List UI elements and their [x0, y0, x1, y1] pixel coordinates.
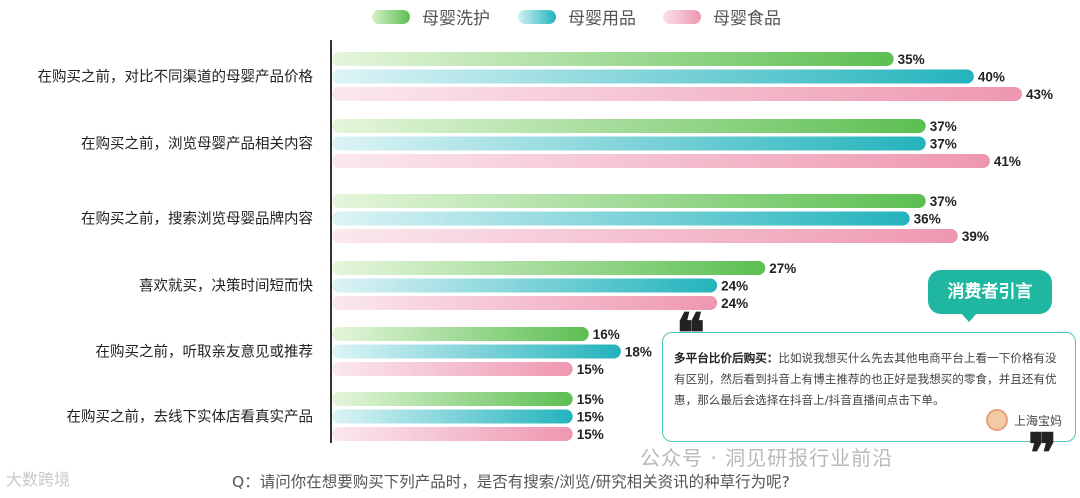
category-label: 在购买之前，去线下实体店看真实产品 [67, 408, 314, 426]
legend-label-series-1: 母婴用品 [568, 9, 636, 29]
bar [332, 409, 573, 424]
legend-swatch-series-2 [663, 9, 701, 24]
data-label: 39% [962, 229, 989, 244]
data-label: 15% [577, 362, 604, 377]
legend-swatch-series-0 [372, 9, 410, 24]
legend-item-series-0: 母婴洗护 [372, 4, 490, 29]
avatar-icon [986, 409, 1008, 431]
data-label: 37% [930, 194, 957, 209]
legend-label-series-0: 母婴洗护 [422, 9, 490, 29]
data-label: 24% [721, 279, 748, 294]
survey-question: Q：请问你在想要购买下列产品时，是否有搜索/浏览/研究相关资讯的种草行为呢? [232, 473, 790, 491]
watermark-left: 大数跨境 [6, 470, 71, 489]
data-label: 37% [930, 137, 957, 152]
quote-text: 多平台比价后购买：比如说我想买什么先去其他电商平台上看一下价格有没有区别，然后看… [674, 348, 1068, 411]
bar [332, 136, 926, 151]
bar [332, 362, 573, 376]
bar [332, 52, 894, 66]
bar [332, 344, 621, 359]
bar [332, 392, 573, 406]
bar [332, 327, 589, 341]
data-label: 36% [914, 212, 941, 227]
quote-body: 比如说我想买什么先去其他电商平台上看一下价格有没有区别，然后看到抖音上有博主推荐… [674, 351, 1057, 407]
watermark-right: 公众号 · 洞见研报行业前沿 [640, 446, 894, 470]
data-label: 35% [898, 52, 925, 67]
close-quote-icon: ❞ [1028, 421, 1058, 485]
category-label: 在购买之前，对比不同渠道的母婴产品价格 [38, 69, 314, 86]
legend-item-series-1: 母婴用品 [518, 4, 636, 29]
category-label: 在购买之前，搜索浏览母婴品牌内容 [81, 211, 313, 228]
category-label: 在购买之前，浏览母婴产品相关内容 [81, 136, 313, 153]
quote-author: 上海宝妈 [1014, 414, 1063, 428]
bar [332, 278, 718, 293]
bar [332, 211, 910, 226]
quote-tag: 消费者引言 [928, 270, 1052, 314]
category-label: 在购买之前，听取亲友意见或推荐 [96, 343, 314, 361]
data-label: 24% [721, 296, 748, 311]
legend-label-series-2: 母婴食品 [713, 9, 781, 29]
data-label: 43% [1026, 87, 1053, 102]
legend-item-series-2: 母婴食品 [663, 4, 781, 29]
bar [332, 296, 718, 310]
bar [332, 154, 990, 168]
bar [332, 69, 974, 84]
data-label: 15% [577, 392, 604, 407]
bar [332, 261, 766, 275]
bar [332, 194, 926, 208]
bar [332, 229, 958, 243]
data-label: 40% [978, 70, 1005, 85]
data-label: 15% [577, 410, 604, 425]
legend-swatch-series-1 [518, 9, 556, 24]
open-quote-icon: ❝ [676, 301, 706, 365]
bar [332, 87, 1022, 101]
quote-lead: 多平台比价后购买： [674, 351, 779, 365]
data-label: 15% [577, 427, 604, 442]
data-label: 16% [593, 327, 620, 342]
category-label: 喜欢就买，决策时间短而快 [139, 278, 313, 295]
bar [332, 119, 926, 133]
bar [332, 427, 573, 441]
data-label: 41% [994, 154, 1021, 169]
data-label: 27% [769, 261, 796, 276]
data-label: 18% [625, 345, 652, 360]
data-label: 37% [930, 119, 957, 134]
quote-tag-pointer [960, 312, 978, 322]
